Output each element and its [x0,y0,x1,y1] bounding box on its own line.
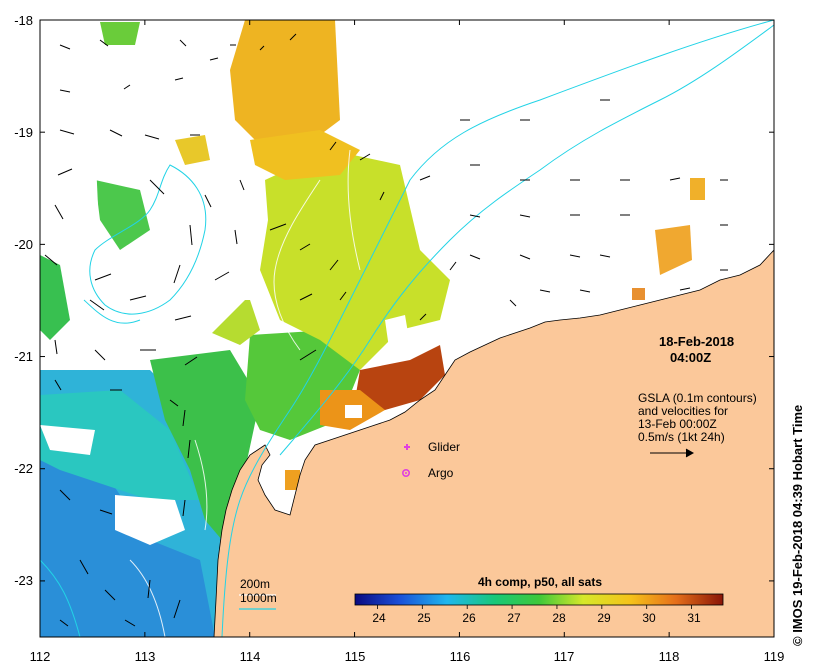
colorbar-tick-label: 30 [642,611,656,625]
sst-patch-yellow [260,150,450,370]
sst-patch-orange-4 [690,178,705,200]
isobath-1000-label: 1000m [240,591,277,605]
isobath-contours [40,20,774,637]
sst-patch-cyan [40,390,200,500]
colorbar-tick-label: 26 [462,611,476,625]
land-mass [213,249,774,637]
y-tick-label: -19 [14,125,33,140]
sst-patch-orange-3 [175,135,210,165]
isobath-legend [239,594,276,610]
colorbar-tick-labels: 24 25 26 27 28 29 30 31 [372,611,701,625]
y-tick-label: -20 [14,237,33,252]
sst-patch-orange-cape [285,470,300,490]
gsla-label-line4: 0.5m/s (1kt 24h) [638,430,725,444]
x-tick-label: 115 [345,649,366,664]
argo-legend-label: Argo [428,466,454,480]
colorbar-title: 4h comp, p50, all sats [478,575,602,589]
sst-patch-orange-2 [250,130,360,180]
y-tick-label: -23 [14,573,33,588]
x-tick-label: 119 [764,649,785,664]
colorbar-tick-label: 31 [687,611,701,625]
sst-patch-green-nw [95,180,150,250]
colorbar-tick-label: 25 [417,611,431,625]
colorbar-tick-label: 29 [597,611,611,625]
gsla-label-line1: GSLA (0.1m contours) [638,391,757,405]
colorbar-tick-label: 27 [507,611,521,625]
x-tick-label: 113 [135,649,156,664]
sst-patch-orange-north [230,20,340,150]
time-label: 04:00Z [670,350,711,365]
plot-frame [39,19,775,638]
sst-patch-deepblue [40,460,215,637]
velocity-scale-arrow [650,448,695,458]
x-tick-label: 112 [30,649,51,664]
gsla-contours [129,149,361,637]
sst-patch-orange-6 [632,288,645,300]
date-label: 18-Feb-2018 [659,334,734,349]
colorbar-ticks [377,605,692,609]
argo-marker [401,468,410,477]
colorbar-tick-label: 24 [372,611,386,625]
sst-patch-orange-5 [655,225,692,275]
imos-credit-label: © IMOS 19-Feb-2018 04:39 Hobart Time [790,404,805,646]
y-tick-label: -22 [14,461,33,476]
x-tick-label: 116 [450,649,471,664]
axis-ticks [39,19,775,637]
glider-marker [404,444,410,450]
y-tick-label: -18 [14,13,33,28]
sst-patch-green-west [40,255,70,340]
sst-patch-red [355,345,445,410]
gsla-label-line2: and velocities for [638,404,728,418]
sst-patch-green-north [100,22,140,45]
colorbar-tick-label: 28 [552,611,566,625]
isobath-200-label: 200m [240,577,270,591]
cloud-mask [40,140,410,545]
y-tick-label: -21 [14,349,33,364]
gsla-label-line3: 13-Feb 00:00Z [638,417,717,431]
glider-legend-label: Glider [428,440,460,454]
x-tick-label: 117 [554,649,575,664]
velocity-arrows [44,33,728,627]
colorbar [354,593,724,606]
map-plot-area [40,20,774,637]
x-tick-label: 118 [659,649,680,664]
x-tick-label: 114 [240,649,261,664]
